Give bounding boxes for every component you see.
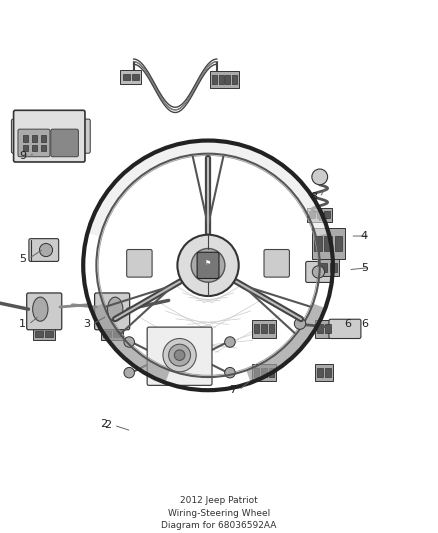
Bar [325, 236, 332, 251]
Bar [45, 330, 53, 337]
FancyBboxPatch shape [27, 293, 62, 330]
Bar [252, 364, 276, 382]
FancyBboxPatch shape [264, 249, 290, 277]
Bar [252, 320, 276, 337]
Bar [335, 236, 342, 251]
Polygon shape [88, 141, 328, 237]
Text: 2: 2 [100, 419, 107, 429]
Circle shape [312, 169, 328, 185]
FancyBboxPatch shape [306, 261, 333, 282]
Bar [268, 368, 274, 377]
Bar [320, 263, 327, 272]
Circle shape [225, 337, 235, 348]
Circle shape [191, 248, 225, 282]
Bar [225, 76, 230, 84]
Bar [212, 76, 217, 84]
Bar [318, 259, 339, 276]
Bar [312, 228, 345, 259]
FancyBboxPatch shape [95, 293, 130, 330]
Bar [261, 368, 267, 377]
Text: 4: 4 [361, 231, 368, 241]
Text: 8: 8 [311, 192, 318, 203]
Circle shape [124, 367, 134, 378]
FancyBboxPatch shape [18, 129, 50, 157]
Bar [315, 364, 333, 382]
Bar [254, 368, 259, 377]
FancyBboxPatch shape [14, 110, 85, 162]
Bar [33, 328, 55, 340]
Polygon shape [91, 304, 170, 383]
Bar [314, 236, 322, 251]
Text: 5: 5 [361, 263, 368, 272]
Circle shape [163, 338, 196, 372]
FancyBboxPatch shape [29, 239, 59, 261]
Circle shape [169, 344, 191, 366]
Text: 6: 6 [361, 319, 368, 329]
Ellipse shape [107, 297, 123, 321]
Bar [101, 328, 123, 340]
Text: ⚑: ⚑ [205, 260, 211, 266]
Bar [315, 320, 333, 337]
Text: 3: 3 [83, 319, 90, 329]
Bar [210, 71, 239, 88]
Circle shape [174, 350, 185, 360]
Text: 9: 9 [19, 151, 26, 161]
Bar [23, 145, 28, 151]
Bar [317, 325, 323, 333]
Circle shape [39, 244, 53, 256]
FancyBboxPatch shape [197, 252, 219, 279]
Bar [261, 325, 267, 333]
Bar [317, 211, 322, 218]
Bar [35, 330, 43, 337]
Circle shape [312, 266, 325, 278]
Bar [307, 207, 332, 222]
Text: 6: 6 [344, 319, 351, 329]
Bar [329, 263, 337, 272]
Circle shape [225, 367, 235, 378]
Text: 2: 2 [105, 420, 112, 430]
Bar [309, 211, 315, 218]
Bar [23, 135, 28, 142]
Bar [268, 325, 274, 333]
Bar [41, 135, 46, 142]
Bar [317, 368, 323, 377]
Bar [325, 325, 331, 333]
Text: 2012 Jeep Patriot
Wiring-Steering Wheel
Diagram for 68036592AA: 2012 Jeep Patriot Wiring-Steering Wheel … [161, 496, 277, 530]
Bar [120, 70, 141, 84]
Bar [325, 368, 331, 377]
FancyBboxPatch shape [147, 327, 212, 385]
Text: 7: 7 [230, 385, 237, 395]
FancyBboxPatch shape [11, 119, 20, 153]
Text: 5: 5 [19, 254, 26, 264]
Bar [32, 135, 37, 142]
FancyBboxPatch shape [51, 129, 78, 157]
Text: 1: 1 [19, 319, 26, 329]
Bar [232, 76, 237, 84]
Bar [32, 145, 37, 151]
FancyBboxPatch shape [127, 249, 152, 277]
FancyBboxPatch shape [329, 319, 361, 338]
Bar [103, 330, 110, 337]
Bar [41, 145, 46, 151]
Bar [219, 76, 224, 84]
Circle shape [294, 318, 306, 329]
Bar [324, 211, 330, 218]
Bar [113, 330, 120, 337]
Bar [123, 74, 130, 80]
Bar [132, 74, 139, 80]
Polygon shape [246, 304, 325, 383]
Bar [254, 325, 259, 333]
FancyBboxPatch shape [81, 119, 90, 153]
Ellipse shape [32, 297, 48, 321]
Circle shape [177, 235, 239, 296]
Circle shape [124, 337, 134, 348]
